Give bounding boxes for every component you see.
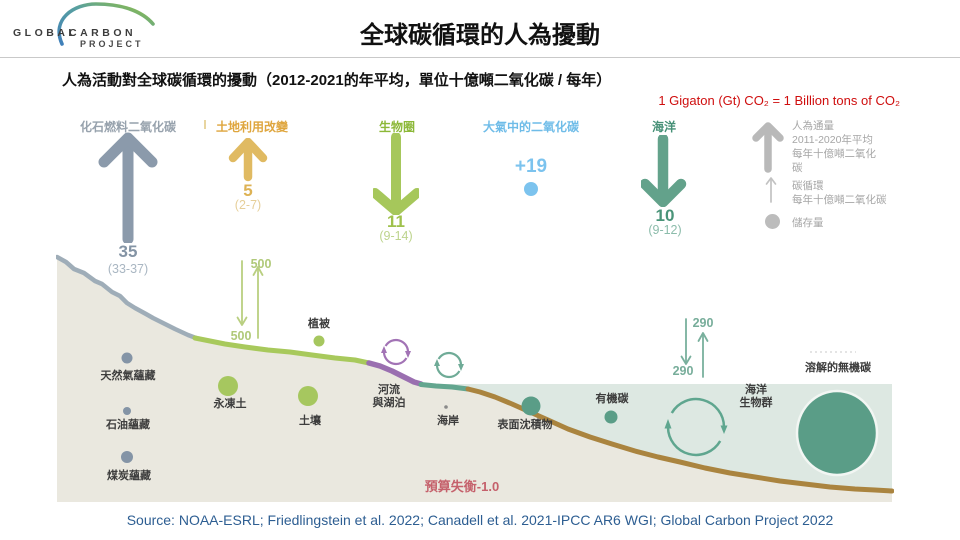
vegetation-edge xyxy=(192,335,372,366)
label-permafrost: 永凍土 xyxy=(213,398,247,410)
ocean-down-arrow-icon xyxy=(641,135,687,207)
fossil-value: 35 xyxy=(118,242,138,261)
coast-dot xyxy=(444,405,448,409)
legend-stock-dot xyxy=(765,214,780,229)
river-cycle-icon xyxy=(381,338,411,366)
fossil-up-arrow-icon xyxy=(98,132,158,243)
land-use-range: (2-7) xyxy=(234,198,262,212)
landscape-illustration xyxy=(56,254,894,502)
biosphere-down-arrow-icon xyxy=(373,133,419,215)
label-coast: 海岸 xyxy=(437,415,459,427)
flux-label-ocean: 海洋 xyxy=(651,120,676,134)
page-title: 全球碳循環的人為擾動 xyxy=(360,22,600,49)
label-vegetation: 植被 xyxy=(308,318,330,330)
flux-label-biosphere: 生物圈 xyxy=(378,120,415,134)
label-surface-sediments: 表面沈積物 xyxy=(497,419,553,431)
fossil-range: (33-37) xyxy=(107,262,149,276)
rock-edge xyxy=(56,254,199,341)
label-organic-carbon: 有機碳 xyxy=(595,393,629,405)
biosphere-range: (9-14) xyxy=(379,229,413,243)
label-coal: 煤炭蘊藏 xyxy=(107,470,151,482)
legend-carbon-cycle-label: 碳循環 每年十億噸二氧化碳 xyxy=(792,180,887,206)
label-marine-biota: 海洋 生物群 xyxy=(739,384,773,409)
legend-anthropogenic-label: 人為通量 2011-2020年平均 每年十億噸二氧化 碳 xyxy=(792,120,876,174)
logo-text-global: GLOBAL xyxy=(13,27,79,39)
surface-sediments-dot xyxy=(521,396,541,416)
label-dissolved-inorganic-carbon: 溶解的無機碳 xyxy=(805,362,871,374)
flux-label-fossil: 化石燃料二氧化碳 xyxy=(79,120,176,134)
subtitle: 人為活動對全球碳循環的擾動（2012-2021的年平均，單位十億噸二氧化碳 / … xyxy=(62,72,612,89)
label-oil: 石油蘊藏 xyxy=(106,419,150,431)
ocean-flux-down-value: 290 xyxy=(672,364,694,378)
organic-carbon-dot xyxy=(604,410,618,424)
atmosphere-value: +19 xyxy=(514,156,548,177)
ocean-value: 10 xyxy=(655,206,675,225)
legend-carbon-cycle-arrow-icon xyxy=(765,177,777,203)
budget-imbalance-label: 預算失衡-1.0 xyxy=(424,479,500,494)
coast-edge xyxy=(418,382,471,392)
land-use-up-arrow-icon xyxy=(228,138,268,182)
marine-biota-cycle-icon xyxy=(664,397,728,457)
gcp-logo: GLOBAL CARBON PROJECT xyxy=(0,0,170,56)
label-rivers-lakes: 河流 與湖泊 xyxy=(372,384,406,409)
header-divider xyxy=(0,57,960,58)
legend-anthropogenic-arrow-icon xyxy=(752,122,784,173)
river-edge xyxy=(366,360,424,387)
label-divider xyxy=(204,120,206,129)
soil-dot xyxy=(298,386,318,406)
ocean-flux-up-value: 290 xyxy=(692,316,714,330)
coal-dot xyxy=(121,451,133,463)
land-flux-down-value: 500 xyxy=(230,329,252,343)
atmosphere-stock-dot xyxy=(524,182,538,196)
coast-cycle-icon xyxy=(434,351,464,379)
logo-text-project: PROJECT xyxy=(80,39,144,49)
logo-text-carbon: CARBON xyxy=(69,27,137,39)
land-mass xyxy=(57,257,892,502)
unit-conversion-note: 1 Gigaton (Gt) CO₂ = 1 Billion tons of C… xyxy=(658,93,900,108)
label-natural-gas: 天然氣蘊藏 xyxy=(100,370,156,382)
dissolved-inorganic-carbon-circle xyxy=(795,389,879,477)
biosphere-value: 11 xyxy=(387,212,405,231)
label-soil: 土壤 xyxy=(299,415,321,427)
legend-stock-label: 儲存量 xyxy=(792,217,824,229)
vegetation-dot xyxy=(313,335,325,347)
oil-dot xyxy=(123,407,131,415)
land-use-value: 5 xyxy=(243,181,253,200)
flux-label-atmosphere: 大氣中的二氧化碳 xyxy=(482,120,579,134)
source-citation: Source: NOAA-ESRL; Friedlingstein et al.… xyxy=(126,512,834,528)
ocean-exchange-arrows xyxy=(680,318,709,378)
land-flux-up-value: 500 xyxy=(250,257,272,271)
ocean-range: (9-12) xyxy=(648,223,682,237)
seafloor-edge xyxy=(465,386,894,494)
land-exchange-arrows xyxy=(236,260,264,339)
natural-gas-dot xyxy=(121,352,133,364)
logo-swoosh-icon xyxy=(57,2,155,46)
flux-label-land-use: 土地利用改變 xyxy=(215,120,288,134)
permafrost-dot xyxy=(218,376,238,396)
